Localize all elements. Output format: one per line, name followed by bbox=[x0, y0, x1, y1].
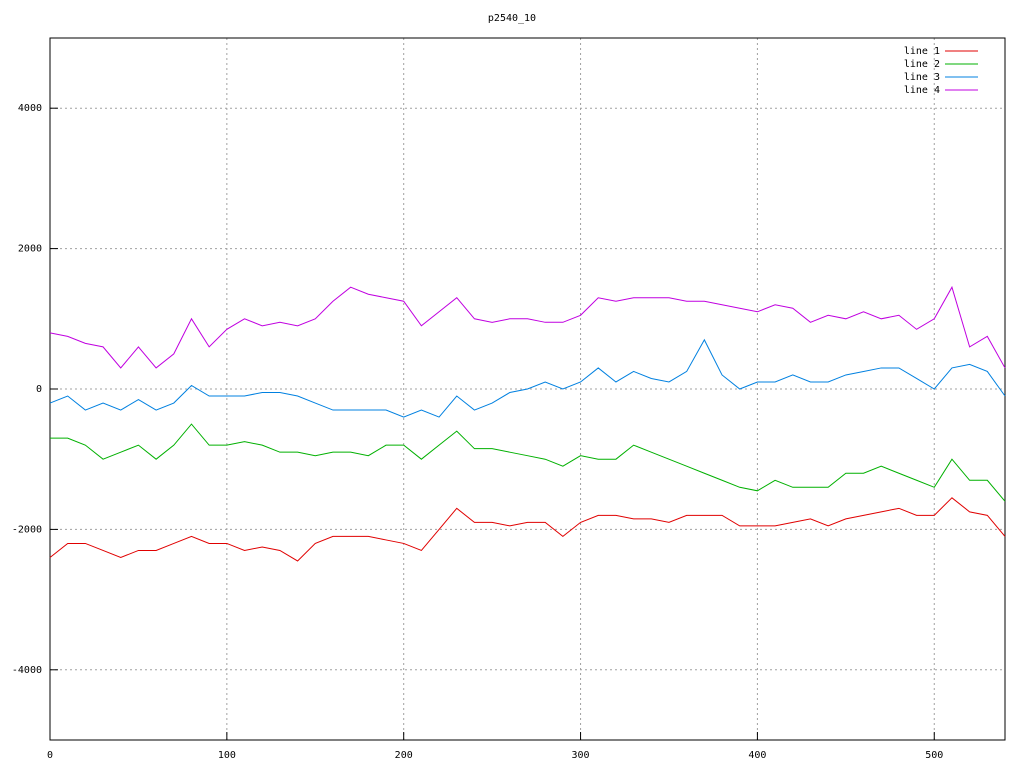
line-series bbox=[49, 338, 1006, 418]
x-tick-label: 500 bbox=[925, 750, 943, 761]
y-tick-label: 4000 bbox=[18, 103, 42, 114]
legend-label: line 2 bbox=[904, 59, 940, 70]
legend-label: line 3 bbox=[904, 72, 940, 83]
x-tick-label: 400 bbox=[748, 750, 766, 761]
y-tick-label: 0 bbox=[36, 384, 42, 395]
y-tick-label: 2000 bbox=[18, 244, 42, 255]
x-tick-label: 200 bbox=[395, 750, 413, 761]
x-tick-label: 100 bbox=[218, 750, 236, 761]
legend-label: line 1 bbox=[904, 46, 940, 57]
legend-label: line 4 bbox=[904, 85, 940, 96]
x-tick-label: 300 bbox=[572, 750, 590, 761]
y-tick-label: -4000 bbox=[12, 665, 42, 676]
x-tick-label: 0 bbox=[47, 750, 53, 761]
line-series bbox=[49, 497, 1006, 562]
line-series bbox=[49, 285, 1006, 369]
plot-frame bbox=[49, 37, 1006, 741]
y-tick-label: -2000 bbox=[12, 524, 42, 535]
chart-title: p2540_10 bbox=[488, 13, 536, 24]
line-series bbox=[50, 423, 1006, 502]
